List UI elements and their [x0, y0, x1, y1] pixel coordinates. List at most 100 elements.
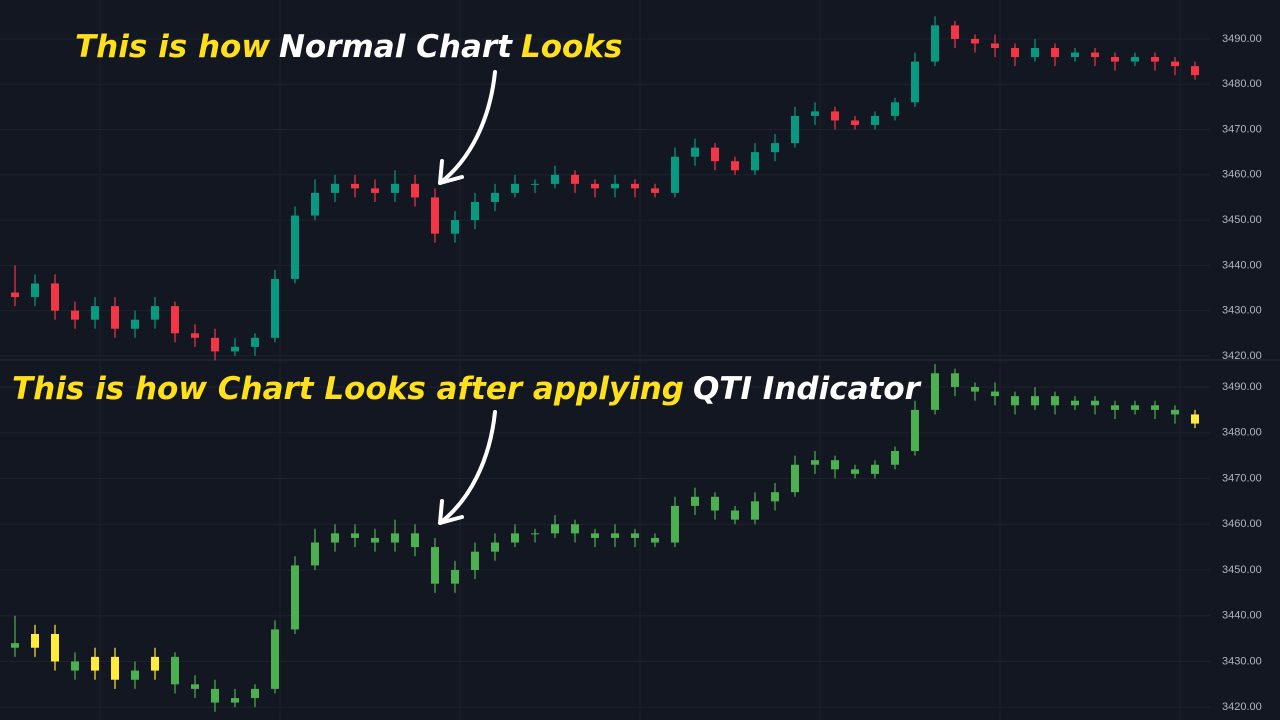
- candle-body: [71, 661, 79, 671]
- candle-body: [811, 111, 819, 116]
- candle-body: [1011, 48, 1019, 58]
- candle-body: [91, 306, 99, 320]
- candle-body: [971, 386, 979, 392]
- annotation-part: Looks: [521, 29, 622, 65]
- candle-body: [871, 464, 879, 474]
- candle-body: [471, 551, 479, 570]
- candle-body: [571, 174, 579, 184]
- candle-body: [1091, 400, 1099, 406]
- annotation-part: This is how: [75, 29, 270, 65]
- candle-body: [991, 391, 999, 397]
- candle-body: [311, 542, 319, 566]
- y-tick-label: 3420.00: [1222, 350, 1262, 362]
- candle-body: [431, 547, 439, 584]
- candle-body: [1151, 405, 1159, 410]
- y-tick-label: 3480.00: [1222, 78, 1262, 90]
- candle-body: [571, 524, 579, 534]
- candle-body: [991, 43, 999, 48]
- candle-body: [171, 656, 179, 685]
- candle-body: [51, 283, 59, 311]
- candle-body: [911, 409, 919, 452]
- candle-body: [271, 278, 279, 338]
- candle-body: [111, 306, 119, 329]
- candle-body: [551, 174, 559, 184]
- y-tick-label: 3460.00: [1222, 518, 1262, 530]
- candle-body: [831, 460, 839, 470]
- candle-body: [591, 533, 599, 538]
- arrow-head: [438, 159, 464, 185]
- candle-body: [611, 183, 619, 189]
- y-tick-label: 3490.00: [1222, 381, 1262, 393]
- candle-body: [1131, 57, 1139, 62]
- candle-body: [311, 192, 319, 216]
- candle-body: [651, 188, 659, 193]
- candle-body: [691, 147, 699, 157]
- candle-body: [1111, 405, 1119, 410]
- candle-body: [851, 469, 859, 474]
- candle-body: [791, 115, 799, 144]
- candle-body: [31, 283, 39, 298]
- candle-body: [511, 533, 519, 543]
- candle-body: [531, 533, 539, 535]
- candle-body: [431, 197, 439, 234]
- candle-body: [711, 496, 719, 511]
- arrow: [438, 410, 497, 525]
- annotation: This is how Normal Chart Looks: [75, 29, 622, 65]
- y-tick-label: 3430.00: [1222, 655, 1262, 667]
- candle-body: [291, 215, 299, 279]
- candle-body: [1191, 66, 1199, 76]
- candle-body: [1051, 48, 1059, 58]
- candle-body: [271, 629, 279, 689]
- candle-body: [391, 533, 399, 543]
- candle-body: [171, 306, 179, 334]
- candle-body: [931, 25, 939, 62]
- candle-body: [931, 373, 939, 410]
- y-tick-label: 3480.00: [1222, 427, 1262, 439]
- candle-body: [211, 688, 219, 703]
- candle-body: [691, 496, 699, 506]
- candle-body: [1091, 52, 1099, 58]
- candle-body: [151, 306, 159, 320]
- candle-body: [351, 183, 359, 189]
- candle-body: [1031, 396, 1039, 406]
- candle-body: [731, 510, 739, 520]
- candle-body: [151, 656, 159, 671]
- candle-body: [531, 183, 539, 185]
- y-tick-label: 3440.00: [1222, 259, 1262, 271]
- candle-body: [971, 38, 979, 44]
- arrow-head: [438, 499, 464, 525]
- candle-body: [771, 143, 779, 153]
- candle-body: [1051, 396, 1059, 406]
- candle-body: [331, 533, 339, 543]
- candle-body: [91, 656, 99, 671]
- candle-body: [451, 220, 459, 234]
- candle-body: [731, 161, 739, 171]
- candle-body: [811, 460, 819, 465]
- candle-body: [891, 451, 899, 465]
- candle-body: [1071, 52, 1079, 58]
- candle-body: [791, 464, 799, 493]
- candle-body: [251, 337, 259, 347]
- y-tick-label: 3470.00: [1222, 123, 1262, 135]
- candle-body: [51, 634, 59, 662]
- candle-body: [551, 524, 559, 534]
- candle-body: [71, 310, 79, 320]
- candle-body: [671, 505, 679, 543]
- y-tick-label: 3450.00: [1222, 214, 1262, 226]
- candle-body: [651, 537, 659, 543]
- annotation-part: This is how Chart Looks after applying: [12, 371, 684, 407]
- candle-body: [951, 25, 959, 39]
- candle-body: [491, 542, 499, 552]
- candle-body: [231, 698, 239, 703]
- candle-body: [711, 147, 719, 162]
- y-tick-label: 3440.00: [1222, 610, 1262, 622]
- candle-body: [371, 537, 379, 543]
- candle-body: [771, 492, 779, 502]
- arrow: [438, 70, 497, 185]
- candle-body: [11, 643, 19, 648]
- candle-body: [611, 533, 619, 538]
- candle-body: [851, 120, 859, 125]
- candle-body: [951, 373, 959, 387]
- candle-body: [31, 634, 39, 648]
